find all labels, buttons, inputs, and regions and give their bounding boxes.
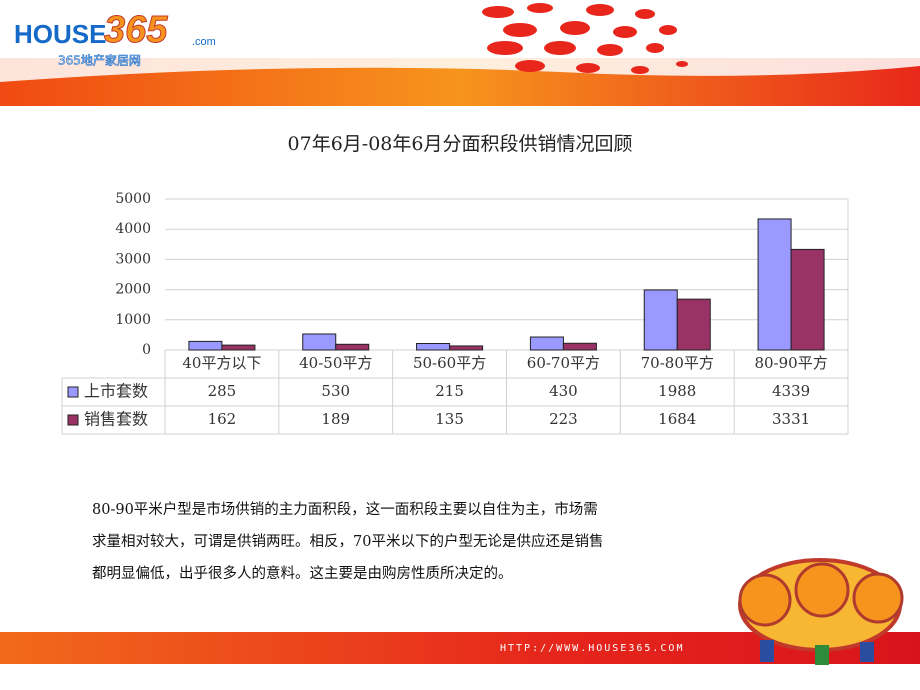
bar <box>416 343 451 351</box>
chart-title: 07年6月-08年6月分面积段供销情况回顾 <box>288 133 633 155</box>
bar <box>188 340 223 351</box>
legend-swatch <box>67 386 79 398</box>
paragraph-line: 求量相对较大，可谓是供销两旺。相反，70平米以下的户型无论是供应还是销售 <box>92 532 603 550</box>
bar <box>449 345 484 351</box>
table-value: 135 <box>435 410 464 428</box>
y-tick-label: 4000 <box>115 221 151 237</box>
x-tick-label: 40平方以下 <box>182 354 261 372</box>
table-value: 3331 <box>772 410 810 428</box>
logo-tagline: 365地产家居网 <box>58 53 141 68</box>
legend-swatch <box>67 414 79 426</box>
y-tick-label: 2000 <box>115 282 151 298</box>
legend-label: 销售套数 <box>84 410 148 429</box>
x-tick-label: 50-60平方 <box>413 354 486 372</box>
table-value: 285 <box>208 382 237 400</box>
table-value: 189 <box>321 410 350 428</box>
x-tick-label: 80-90平方 <box>754 354 827 372</box>
bar <box>676 298 711 351</box>
header-swoosh <box>0 58 920 82</box>
table-value: 530 <box>321 382 350 400</box>
table-value: 4339 <box>772 382 810 400</box>
y-tick-label: 1000 <box>115 312 151 328</box>
table-value: 162 <box>208 410 237 428</box>
logo-main: HOUSE <box>14 19 106 49</box>
y-tick-label: 5000 <box>115 191 151 207</box>
table-value: 215 <box>435 382 464 400</box>
paragraph-line: 80-90平米户型是市场供销的主力面积段，这一面积段主要以自住为主，市场需 <box>92 501 598 518</box>
bar <box>302 333 337 351</box>
bar <box>221 344 256 351</box>
footer-url: HTTP://WWW.HOUSE365.COM <box>500 643 684 654</box>
bar <box>335 343 370 351</box>
bar <box>562 342 597 351</box>
table-value: 430 <box>549 382 578 400</box>
chart: 0 1000 2000 3000 4000 5000 40平方以下 40-50平方 50-60平… <box>61 191 849 435</box>
mascot <box>738 558 904 665</box>
table-value: 1988 <box>658 382 696 400</box>
x-tick-label: 70-80平方 <box>641 354 714 372</box>
checker-dots <box>482 3 688 74</box>
logo-domain: .com <box>192 36 216 48</box>
table-value: 1684 <box>658 410 696 428</box>
y-tick-label: 0 <box>142 342 151 358</box>
bar <box>790 248 825 351</box>
table-value: 223 <box>549 410 578 428</box>
x-tick-label: 40-50平方 <box>299 354 372 372</box>
y-tick-label: 3000 <box>115 251 151 267</box>
bar <box>757 218 792 351</box>
x-tick-label: 60-70平方 <box>527 354 600 372</box>
logo-number: 365 <box>104 9 168 51</box>
bar <box>529 336 564 351</box>
paragraph-line: 都明显偏低，出乎很多人的意料。这主要是由购房性质所决定的。 <box>92 564 513 582</box>
bar <box>643 289 678 351</box>
legend-label: 上市套数 <box>84 382 148 401</box>
